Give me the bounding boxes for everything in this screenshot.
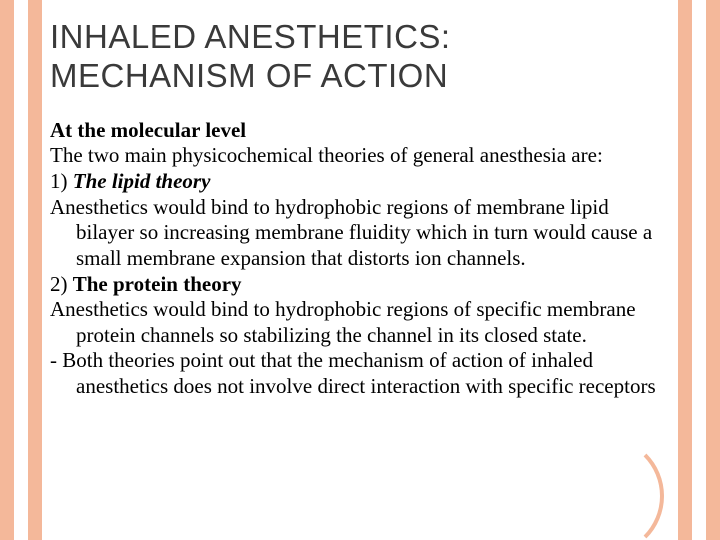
- slide-title: INHALED ANESTHETICS: MECHANISM OF ACTION: [50, 18, 670, 96]
- accent-stripe: [678, 0, 692, 540]
- accent-stripe-gap: [14, 0, 28, 540]
- accent-stripe-gap: [692, 0, 706, 540]
- theory-name: The lipid theory: [73, 169, 211, 193]
- slide-content: INHALED ANESTHETICS: MECHANISM OF ACTION…: [50, 18, 670, 530]
- slide-body: At the molecular level The two main phys…: [50, 118, 670, 400]
- body-intro: The two main physicochemical theories of…: [50, 143, 670, 169]
- list-number: 2): [50, 272, 73, 296]
- title-line-2: MECHANISM OF ACTION: [50, 57, 448, 94]
- body-theory2-label: 2) The protein theory: [50, 272, 670, 298]
- accent-stripe: [0, 0, 14, 540]
- accent-stripe: [28, 0, 42, 540]
- body-conclusion: - Both theories point out that the mecha…: [50, 348, 670, 399]
- body-subhead: At the molecular level: [50, 118, 670, 144]
- list-number: 1): [50, 169, 73, 193]
- body-theory1-text: Anesthetics would bind to hydrophobic re…: [50, 195, 670, 272]
- body-theory2-text: Anesthetics would bind to hydrophobic re…: [50, 297, 670, 348]
- title-line-1: INHALED ANESTHETICS:: [50, 18, 451, 55]
- body-theory1-label: 1) The lipid theory: [50, 169, 670, 195]
- theory-name: The protein theory: [73, 272, 242, 296]
- accent-stripe: [706, 0, 720, 540]
